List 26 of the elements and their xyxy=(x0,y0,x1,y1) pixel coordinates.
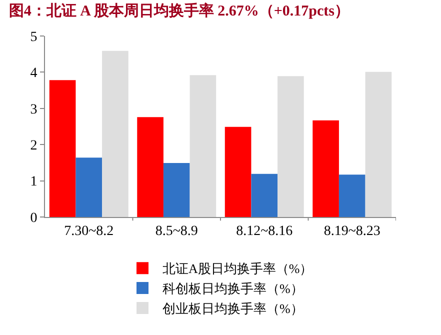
x-tick-label: 8.12~8.16 xyxy=(236,224,293,239)
y-tick-label: 0 xyxy=(30,210,38,226)
bar xyxy=(49,80,76,217)
x-tick-label: 8.5~8.9 xyxy=(155,224,198,239)
bar xyxy=(278,76,304,217)
bar xyxy=(365,72,392,217)
y-tick-label: 4 xyxy=(30,66,38,82)
bar xyxy=(338,174,366,217)
bar xyxy=(102,50,128,217)
bar xyxy=(76,158,102,217)
y-tick-label: 5 xyxy=(30,30,38,45)
bar xyxy=(224,126,252,217)
y-tick-label: 2 xyxy=(30,138,38,154)
y-tick-label: 1 xyxy=(30,174,38,190)
legend-label: 科创板日均换手率（%） xyxy=(162,281,304,296)
bar xyxy=(190,75,216,217)
bar xyxy=(251,174,278,217)
legend-label: 创业板日均换手率（%） xyxy=(162,301,304,316)
y-tick-label: 3 xyxy=(30,102,38,118)
legend-label: 北证A股日均换手率（%） xyxy=(162,261,313,276)
x-tick-label: 8.19~8.23 xyxy=(324,224,380,239)
bar xyxy=(312,120,339,217)
bar xyxy=(137,117,164,217)
bar xyxy=(163,163,190,217)
chart-title: 图4：北证 A 股本周日均换手率 2.67%（+0.17pcts） xyxy=(8,2,350,20)
x-tick-label: 7.30~8.2 xyxy=(64,224,114,239)
